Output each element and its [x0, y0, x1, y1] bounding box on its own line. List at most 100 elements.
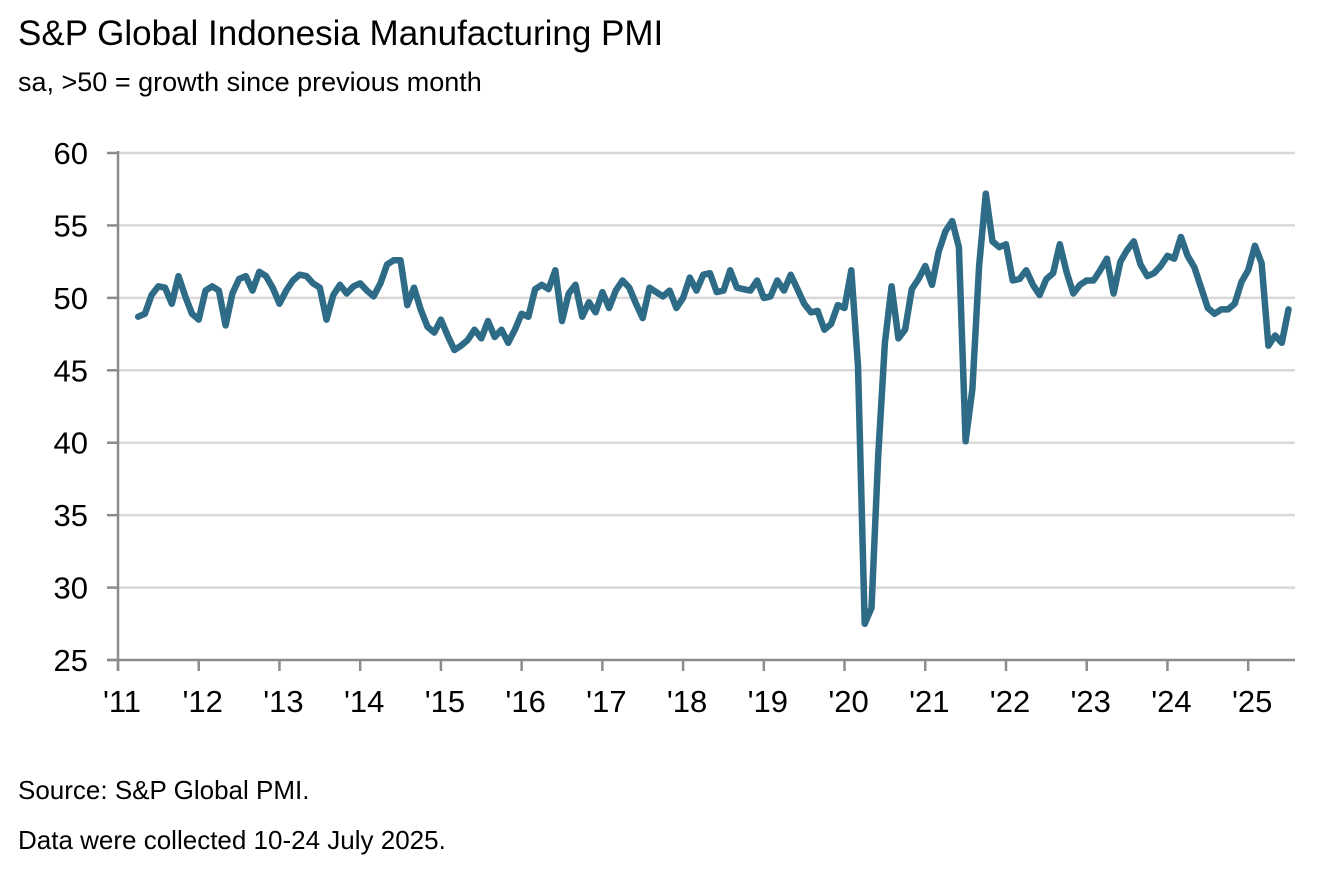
data-point — [970, 387, 974, 391]
data-point — [399, 258, 403, 262]
data-point — [197, 318, 201, 322]
data-point — [1118, 260, 1122, 264]
data-point — [210, 284, 214, 288]
chart-title: S&P Global Indonesia Manufacturing PMI — [18, 14, 664, 53]
data-point — [1065, 270, 1069, 274]
data-point — [1179, 235, 1183, 239]
data-point — [217, 289, 221, 293]
data-point — [775, 279, 779, 283]
y-tick-label: 35 — [54, 498, 88, 533]
data-point — [809, 310, 813, 314]
data-point — [1018, 277, 1022, 281]
data-point — [412, 286, 416, 290]
data-point — [944, 229, 948, 233]
data-point — [762, 296, 766, 300]
x-axis-ticks: '11 '12 '13 '14 '15 '16 '17 '18 '19 '20 '21 '22 '23 '… — [103, 660, 1272, 719]
data-point — [849, 268, 853, 272]
data-point — [1206, 306, 1210, 310]
data-point — [829, 322, 833, 326]
data-point — [836, 303, 840, 307]
data-point — [170, 302, 174, 306]
data-point — [244, 274, 248, 278]
data-point — [1287, 307, 1291, 311]
data-point — [446, 334, 450, 338]
data-point — [392, 258, 396, 262]
data-point — [674, 306, 678, 310]
data-point — [560, 319, 564, 323]
data-point — [150, 293, 154, 297]
data-point — [587, 300, 591, 304]
data-point — [722, 289, 726, 293]
data-point — [257, 270, 261, 274]
data-point — [681, 296, 685, 300]
data-point — [688, 276, 692, 280]
data-point — [923, 264, 927, 268]
data-point — [984, 192, 988, 196]
data-point — [1098, 268, 1102, 272]
data-point — [1159, 264, 1163, 268]
data-point — [284, 289, 288, 293]
data-point — [352, 284, 356, 288]
data-point — [1085, 279, 1089, 283]
data-point — [1058, 242, 1062, 246]
y-tick-label: 45 — [54, 353, 88, 388]
data-point — [910, 287, 914, 291]
data-point — [782, 289, 786, 293]
data-point — [735, 286, 739, 290]
data-point — [419, 307, 423, 311]
data-point — [977, 264, 981, 268]
data-point — [863, 622, 867, 626]
data-point — [177, 274, 181, 278]
data-point — [520, 312, 524, 316]
data-point — [627, 286, 631, 290]
data-point — [1266, 344, 1270, 348]
x-tick-label: '14 — [344, 684, 384, 719]
x-tick-label: '20 — [828, 684, 868, 719]
data-point — [964, 439, 968, 443]
data-point — [822, 328, 826, 332]
data-point — [264, 274, 268, 278]
data-point — [937, 250, 941, 254]
data-point — [1166, 254, 1170, 258]
data-point — [136, 315, 140, 319]
x-tick-label: '19 — [748, 684, 788, 719]
data-point — [896, 336, 900, 340]
data-point — [890, 284, 894, 288]
data-point — [843, 306, 847, 310]
data-point — [365, 289, 369, 293]
y-tick-label: 55 — [54, 208, 88, 243]
data-point — [600, 290, 604, 294]
data-point — [1233, 302, 1237, 306]
data-point — [224, 323, 228, 327]
x-tick-label: '11 — [103, 684, 141, 719]
data-point — [1071, 292, 1075, 296]
data-point — [1240, 280, 1244, 284]
data-point — [183, 294, 187, 298]
data-point — [190, 312, 194, 316]
data-point — [486, 319, 490, 323]
data-point — [748, 289, 752, 293]
x-tick-label: '13 — [263, 684, 303, 719]
data-point — [547, 287, 551, 291]
data-point — [917, 277, 921, 281]
data-point — [513, 328, 517, 332]
data-point — [156, 284, 160, 288]
data-point — [1219, 307, 1223, 311]
data-point — [1199, 286, 1203, 290]
data-point — [755, 279, 759, 283]
data-point — [1246, 268, 1250, 272]
data-point — [204, 289, 208, 293]
data-point — [432, 331, 436, 335]
data-point — [237, 277, 241, 281]
data-point — [997, 245, 1001, 249]
data-point — [883, 341, 887, 345]
data-point — [1112, 292, 1116, 296]
data-point — [816, 309, 820, 313]
data-point — [553, 268, 557, 272]
data-point — [796, 287, 800, 291]
data-point — [1004, 242, 1008, 246]
x-tick-label: '23 — [1071, 684, 1111, 719]
data-point — [594, 310, 598, 314]
data-point — [500, 328, 504, 332]
data-point — [318, 286, 322, 290]
